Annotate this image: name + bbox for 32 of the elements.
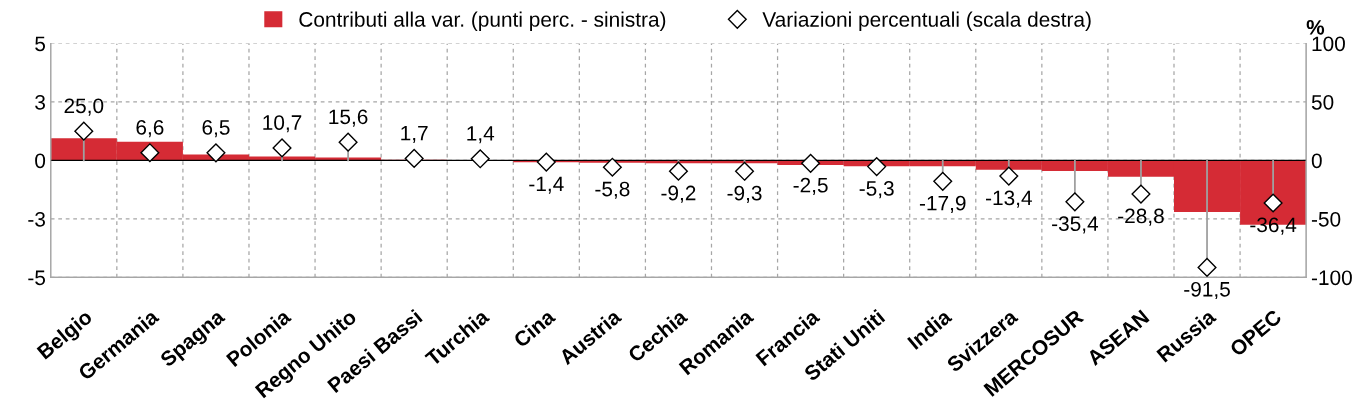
data-label: 1,7 [401,125,428,143]
data-label: -2,5 [793,177,828,195]
y-tick-label: 5 [35,36,46,52]
data-label: 6,6 [136,119,164,138]
y2-axis-title: % [1306,19,1325,35]
data-label: 10,7 [263,115,302,133]
data-label: -28,8 [1118,208,1164,226]
data-label: -13,4 [986,190,1032,208]
data-label: 6,5 [202,120,230,138]
y2-tick-label: 0 [1311,153,1322,169]
y2-tick-label: 100 [1312,36,1345,52]
y-tick-label: -3 [28,211,45,227]
data-label: -35,4 [1052,216,1099,234]
data-label: 1,4 [467,126,495,144]
data-label: -5,3 [859,181,894,199]
legend-label: Contributi alla var. (punti perc. - sinistra) [299,11,666,31]
data-label: 15,6 [329,109,368,127]
data-label: -9,3 [727,185,762,203]
data-label: 25,0 [64,98,104,116]
y-tick-label: 3 [35,94,45,110]
x-tick-label: Cina [512,307,557,349]
legend-label: Variazioni percentuali (scala destra) [762,11,1091,31]
data-label: -9,2 [661,185,696,203]
data-label: -1,4 [529,176,564,194]
data-label: -17,9 [919,195,966,214]
data-label: -5,8 [595,181,630,199]
y2-tick-label: 50 [1311,94,1334,110]
y-tick-label: -5 [28,270,46,286]
y-tick-label: 0 [35,153,46,169]
y2-tick-label: -50 [1311,211,1341,227]
data-label: -91,5 [1184,281,1230,300]
y2-tick-label: -100 [1311,270,1352,286]
